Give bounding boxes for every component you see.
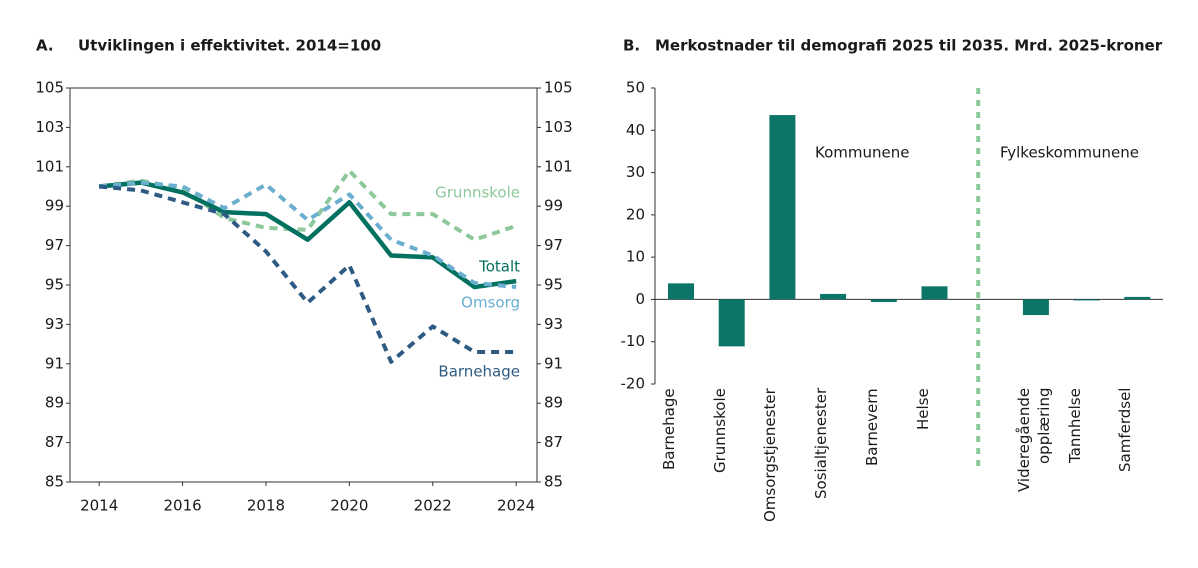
bar xyxy=(1073,299,1100,301)
y2-tick-label: 91 xyxy=(544,354,563,372)
chart-title: Utviklingen i effektivitet. 2014=100 xyxy=(78,37,381,55)
y2-tick-label: 105 xyxy=(544,79,573,97)
y2-tick-label: 85 xyxy=(544,473,563,491)
x-tick-label: Sosialtjenester xyxy=(812,388,831,500)
bar xyxy=(820,293,847,300)
y-tick-label: -20 xyxy=(621,375,646,393)
y-tick-label: 101 xyxy=(35,157,64,175)
x-tick-label: 2022 xyxy=(414,497,452,515)
x-tick-label: 2020 xyxy=(330,497,368,515)
y-tick-label: 95 xyxy=(45,276,64,294)
x-tick-label: Barnehage xyxy=(660,388,678,470)
y2-tick-label: 101 xyxy=(544,157,573,175)
y-tick-label: 97 xyxy=(45,236,64,254)
group-label: Fylkeskommunene xyxy=(1000,144,1139,162)
y-tick-label: 20 xyxy=(626,205,645,223)
y-tick-label: 91 xyxy=(45,354,64,372)
y-tick-label: 30 xyxy=(626,163,645,181)
series-label: Grunnskole xyxy=(435,183,520,201)
y2-tick-label: 103 xyxy=(544,118,573,136)
panel-label: A. xyxy=(36,37,54,55)
bar xyxy=(668,283,694,300)
bar xyxy=(769,115,796,300)
panel-label: B. xyxy=(623,37,640,55)
x-tick-label: Grunnskole xyxy=(710,388,729,473)
y2-tick-label: 99 xyxy=(544,197,563,215)
y-tick-label: 105 xyxy=(35,79,64,97)
y-tick-label: 0 xyxy=(635,290,645,308)
x-tick-label: 2024 xyxy=(497,497,535,515)
series-line xyxy=(99,184,517,364)
y-tick-label: 93 xyxy=(45,315,64,333)
x-tick-label: Tannhelse xyxy=(1065,388,1084,463)
y-tick-label: 10 xyxy=(626,248,645,266)
x-tick-label: Omsorgstjenester xyxy=(761,388,780,522)
y-tick-label: 85 xyxy=(45,473,64,491)
bar xyxy=(921,286,948,300)
y-tick-label: 99 xyxy=(45,197,64,215)
chart-title: Merkostnader til demografi 2025 til 2035… xyxy=(655,37,1163,55)
y-tick-label: 50 xyxy=(626,79,645,97)
y-tick-label: 87 xyxy=(45,433,64,451)
x-tick-label: 2018 xyxy=(247,497,285,515)
bar xyxy=(1022,299,1049,316)
x-tick-label: 2014 xyxy=(80,497,118,515)
y2-tick-label: 95 xyxy=(544,276,563,294)
x-tick-label: 2016 xyxy=(163,497,201,515)
y-tick-label: 103 xyxy=(35,118,64,136)
x-tick-label: Samferdsel xyxy=(1116,388,1135,473)
x-tick-label: Helse xyxy=(913,388,932,430)
bar xyxy=(1124,296,1151,300)
series-label: Omsorg xyxy=(461,293,520,311)
y-tick-label: 40 xyxy=(626,121,645,139)
x-tick-label: Videregående opplæring xyxy=(1014,388,1053,493)
y2-tick-label: 89 xyxy=(544,394,563,412)
y-tick-label: -10 xyxy=(621,332,646,350)
y-tick-label: 89 xyxy=(45,394,64,412)
bar xyxy=(718,299,745,347)
x-tick-label: Barnevern xyxy=(862,388,881,466)
series-line xyxy=(98,168,517,242)
bar xyxy=(870,299,897,302)
plot-frame xyxy=(69,87,538,483)
y2-tick-label: 93 xyxy=(544,315,563,333)
y2-tick-label: 97 xyxy=(544,236,563,254)
series-label: Barnehage xyxy=(438,362,520,380)
series-line xyxy=(98,180,517,290)
y2-tick-label: 87 xyxy=(544,433,563,451)
series-label: Totalt xyxy=(478,258,520,276)
group-label: Kommunene xyxy=(815,144,909,162)
